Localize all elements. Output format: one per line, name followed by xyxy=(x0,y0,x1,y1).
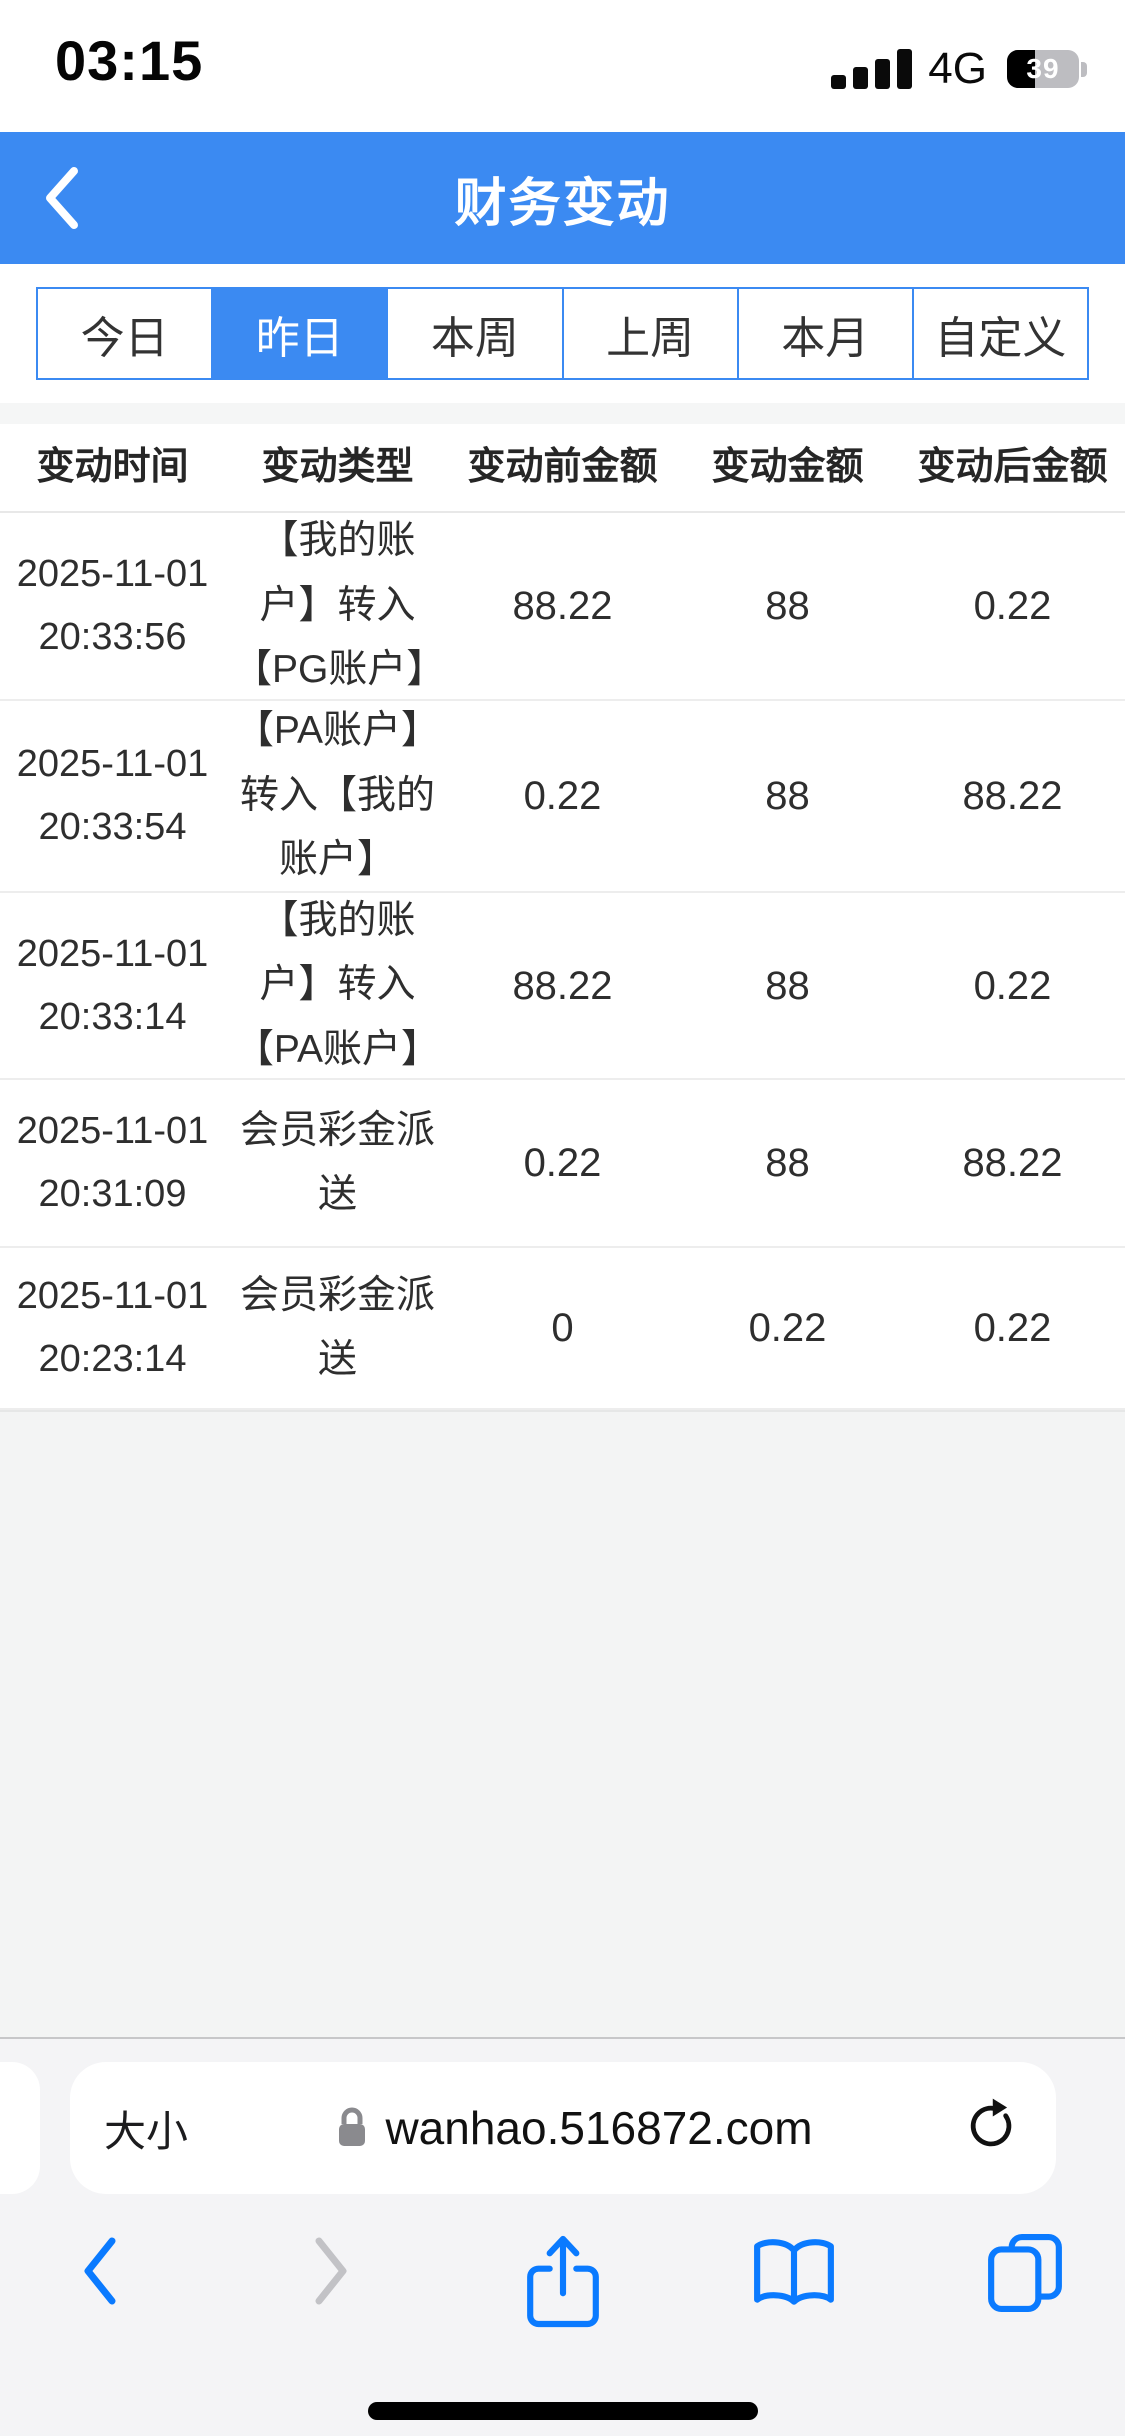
col-header-type: 变动类型 xyxy=(261,446,414,489)
table-row: 2025-11-01 20:33:56 【我的账户】转入【PG账户】 88.22 … xyxy=(0,513,1125,701)
col-header-amount: 变动金额 xyxy=(711,446,864,489)
cell-type: 【PA账户】转入【我的账户】 xyxy=(234,709,441,882)
tabs-button[interactable] xyxy=(965,2227,1085,2337)
home-indicator[interactable] xyxy=(368,2402,758,2420)
safari-bottom-chrome: 大小 wanhao.516872.com xyxy=(0,2037,1125,2436)
share-button[interactable] xyxy=(503,2227,623,2337)
tabs-icon xyxy=(988,2234,1062,2312)
text-size-button[interactable]: 大小 xyxy=(104,2107,189,2155)
lock-icon xyxy=(339,2107,366,2146)
url-text: wanhao.516872.com xyxy=(385,2102,813,2154)
col-header-before: 变动前金额 xyxy=(467,446,658,489)
page-empty-area xyxy=(0,1410,1125,2037)
col-header-time: 变动时间 xyxy=(36,446,189,489)
chevron-right-icon xyxy=(315,2237,347,2305)
tab-today[interactable]: 今日 xyxy=(38,289,212,378)
cell-type: 【我的账户】转入【PA账户】 xyxy=(234,898,441,1071)
cell-before: 88.22 xyxy=(512,963,613,1008)
share-icon xyxy=(526,2235,599,2328)
cell-time: 2025-11-01 20:33:14 xyxy=(16,932,209,1038)
table-row: 2025-11-01 20:23:14 会员彩金派送 0 0.22 0.22 xyxy=(0,1248,1125,1410)
cell-after: 88.22 xyxy=(962,774,1063,818)
transactions-table: 变动时间 变动类型 变动前金额 变动金额 变动后金额 2025-11-01 20:… xyxy=(0,424,1125,1410)
battery-icon: 39 xyxy=(1007,50,1087,88)
cell-after: 88.22 xyxy=(962,1141,1063,1185)
cell-time: 2025-11-01 20:33:56 xyxy=(16,553,209,658)
table-row: 2025-11-01 20:33:14 【我的账户】转入【PA账户】 88.22 … xyxy=(0,893,1125,1080)
tab-this-week[interactable]: 本周 xyxy=(386,289,562,378)
nav-header: 财务变动 xyxy=(0,132,1125,264)
browser-back-button[interactable] xyxy=(40,2227,160,2337)
bookmarks-button[interactable] xyxy=(734,2227,854,2337)
address-bar[interactable]: 大小 wanhao.516872.com xyxy=(70,2062,1056,2194)
battery-fill xyxy=(1007,50,1036,88)
cell-before: 88.22 xyxy=(512,584,613,628)
tab-custom[interactable]: 自定义 xyxy=(911,289,1088,378)
cell-time: 2025-11-01 20:31:09 xyxy=(16,1110,209,1215)
section-divider xyxy=(0,403,1125,424)
reload-button[interactable] xyxy=(960,2095,1022,2162)
adjacent-tab-peek[interactable] xyxy=(0,2062,40,2194)
network-type-label: 4G xyxy=(928,44,987,93)
cell-after: 0.22 xyxy=(973,963,1052,1008)
cell-amount: 88 xyxy=(765,774,810,818)
cell-amount: 88 xyxy=(765,963,810,1008)
cell-amount: 0.22 xyxy=(748,1306,827,1350)
cell-after: 0.22 xyxy=(973,1306,1052,1350)
cell-time: 2025-11-01 20:33:54 xyxy=(16,743,209,848)
table-row: 2025-11-01 20:31:09 会员彩金派送 0.22 88 88.22 xyxy=(0,1080,1125,1248)
chevron-left-icon xyxy=(46,167,78,229)
browser-forward-button[interactable] xyxy=(271,2227,391,2337)
cell-time: 2025-11-01 20:23:14 xyxy=(16,1275,209,1380)
table-row: 2025-11-01 20:33:54 【PA账户】转入【我的账户】 0.22 8… xyxy=(0,701,1125,893)
reload-icon xyxy=(970,2098,1012,2146)
cell-type: 会员彩金派送 xyxy=(239,1273,435,1381)
safari-toolbar xyxy=(40,2227,1085,2337)
tab-last-week[interactable]: 上周 xyxy=(561,289,737,378)
battery-percent: 39 xyxy=(1026,53,1060,84)
cell-type: 会员彩金派送 xyxy=(239,1108,435,1216)
chevron-left-icon xyxy=(84,2237,116,2305)
cell-type: 【我的账户】转入【PG账户】 xyxy=(233,519,446,692)
cell-before: 0.22 xyxy=(523,774,602,818)
cell-after: 0.22 xyxy=(973,584,1052,628)
col-header-after: 变动后金额 xyxy=(917,446,1108,489)
back-button[interactable] xyxy=(42,132,82,264)
cell-amount: 88 xyxy=(765,584,810,628)
table-header-row: 变动时间 变动类型 变动前金额 变动金额 变动后金额 xyxy=(0,424,1125,513)
cellular-signal-icon xyxy=(831,49,913,89)
status-time: 03:15 xyxy=(55,29,204,92)
date-filter-bar: 今日 昨日 本周 上周 本月 自定义 xyxy=(0,264,1125,403)
cell-before: 0.22 xyxy=(523,1141,602,1185)
status-bar: 03:15 4G 39 xyxy=(0,0,1125,132)
battery-nub xyxy=(1081,61,1087,77)
cell-amount: 88 xyxy=(765,1141,810,1185)
book-icon xyxy=(753,2239,834,2305)
page-title: 财务变动 xyxy=(454,174,671,233)
tab-this-month[interactable]: 本月 xyxy=(736,289,912,378)
tab-yesterday[interactable]: 昨日 xyxy=(211,289,387,378)
cell-before: 0 xyxy=(551,1306,574,1350)
